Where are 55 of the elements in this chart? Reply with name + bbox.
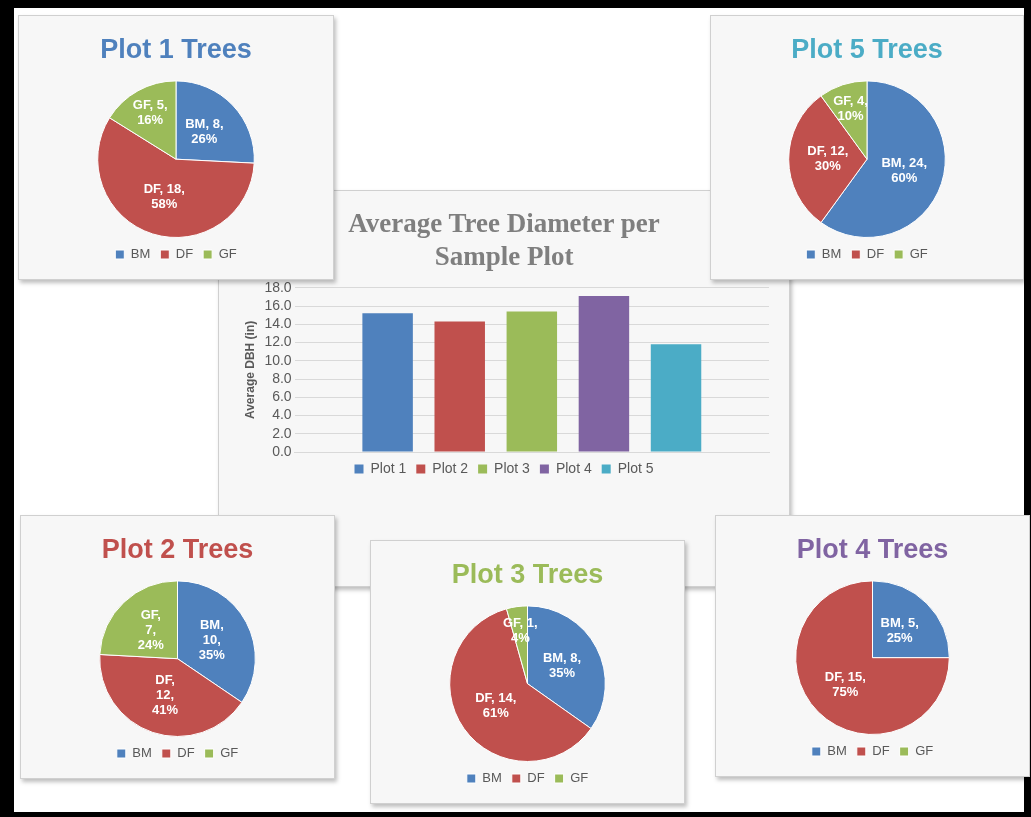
y-tick-label: 6.0 [272,388,292,405]
data-label: DF, 14, 61% [475,690,517,721]
y-tick-label: 18.0 [264,278,292,295]
data-label: GF, 5, 16% [132,96,168,127]
chart-title: Plot 5 Trees [791,33,943,64]
y-axis-title: Average DBH (in) [242,320,257,420]
data-label: DF, 12, 30% [807,143,849,174]
data-label: DF, 18, 58% [143,180,185,211]
data-label: DF, 15, 75% [824,668,866,699]
legend-label: GF [570,770,589,786]
legend-label: DF [175,246,194,262]
chart-title: Plot 1 Trees [100,33,252,64]
y-tick-label: 14.0 [264,315,292,332]
bar [362,313,413,452]
y-tick-label: 16.0 [264,296,292,313]
data-label: BM, 10, 35% [198,617,226,663]
legend-label: DF [872,743,890,759]
y-tick-label: 0.0 [272,442,292,459]
data-label: BM, 5, 25% [880,614,919,645]
chart-title: Plot 2 Trees [101,533,254,564]
legend-label: Plot 2 [432,459,469,476]
bar [650,344,702,452]
data-label: DF, 12, 41% [152,672,179,718]
legend-label: BM [821,246,842,262]
legend-label: BM [130,246,151,262]
y-tick-label: 10.0 [264,351,292,368]
data-label: GF, 4, 10% [833,92,868,123]
legend-label: DF [527,770,545,786]
bar [578,296,630,452]
legend-label: Plot 1 [370,459,407,476]
chart-title: Plot 4 Trees [796,533,949,564]
data-label: BM, 8, 35% [542,649,582,680]
data-label: GF, 7, 24% [137,607,165,653]
legend-label: DF [177,745,195,761]
data-label: BM, 8, 26% [185,116,224,147]
y-tick-label: 8.0 [272,369,292,386]
bar [506,311,558,452]
legend-label: GF [218,246,237,262]
chart-title: Plot 3 Trees [451,558,604,589]
legend-label: Plot 3 [494,459,531,476]
legend-label: Plot 4 [555,459,592,476]
y-tick-label: 12.0 [264,333,292,350]
legend-label: GF [909,246,928,262]
data-label: BM, 24, 60% [881,155,927,186]
y-tick-label: 4.0 [272,406,292,423]
bar [434,321,485,452]
y-tick-label: 2.0 [272,424,292,441]
chart-title: Average Tree Diameter per Sample Plot [348,208,660,271]
legend-label: DF [866,246,885,262]
legend-label: GF [220,745,239,761]
legend-label: GF [915,743,934,759]
legend-label: Plot 5 [617,459,654,476]
legend-label: BM [827,743,847,759]
legend-label: BM [132,745,152,761]
legend-label: BM [482,770,502,786]
